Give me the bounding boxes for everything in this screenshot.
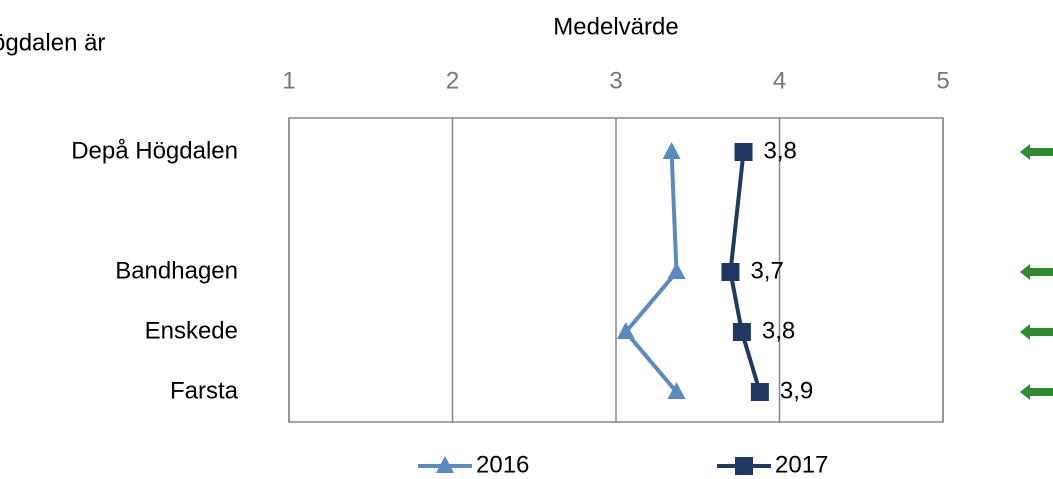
data-label: 3,8 [764,137,797,164]
data-point [667,382,686,399]
data-point [734,143,753,161]
data-point [721,263,740,281]
y-tick-label: Farsta [170,377,239,404]
data-point [616,322,635,339]
data-label: 3,7 [750,257,783,284]
x-tick-label: 5 [936,67,949,94]
data-point [662,142,681,159]
chart-title: ögdalen är [0,29,105,56]
legend-marker [436,456,454,473]
x-tick-label: 1 [282,67,295,94]
legend-label: 2016 [476,451,529,478]
legend-marker [735,457,753,475]
y-tick-label: Enskede [145,317,238,344]
series-line [728,151,762,393]
data-point [732,323,751,341]
data-label: 3,9 [780,377,813,404]
x-tick-label: 3 [609,67,622,94]
x-axis-label: Medelvärde [553,13,678,40]
x-tick-label: 4 [773,67,786,94]
x-tick-label: 2 [446,67,459,94]
legend-label: 2017 [775,451,828,478]
arrows [1020,144,1053,400]
data-point [667,262,686,279]
y-tick-label: Depå Högdalen [71,137,238,164]
data-label: 3,8 [762,317,795,344]
data-point [750,383,769,401]
y-tick-label: Bandhagen [115,257,238,284]
series-line [623,151,679,394]
